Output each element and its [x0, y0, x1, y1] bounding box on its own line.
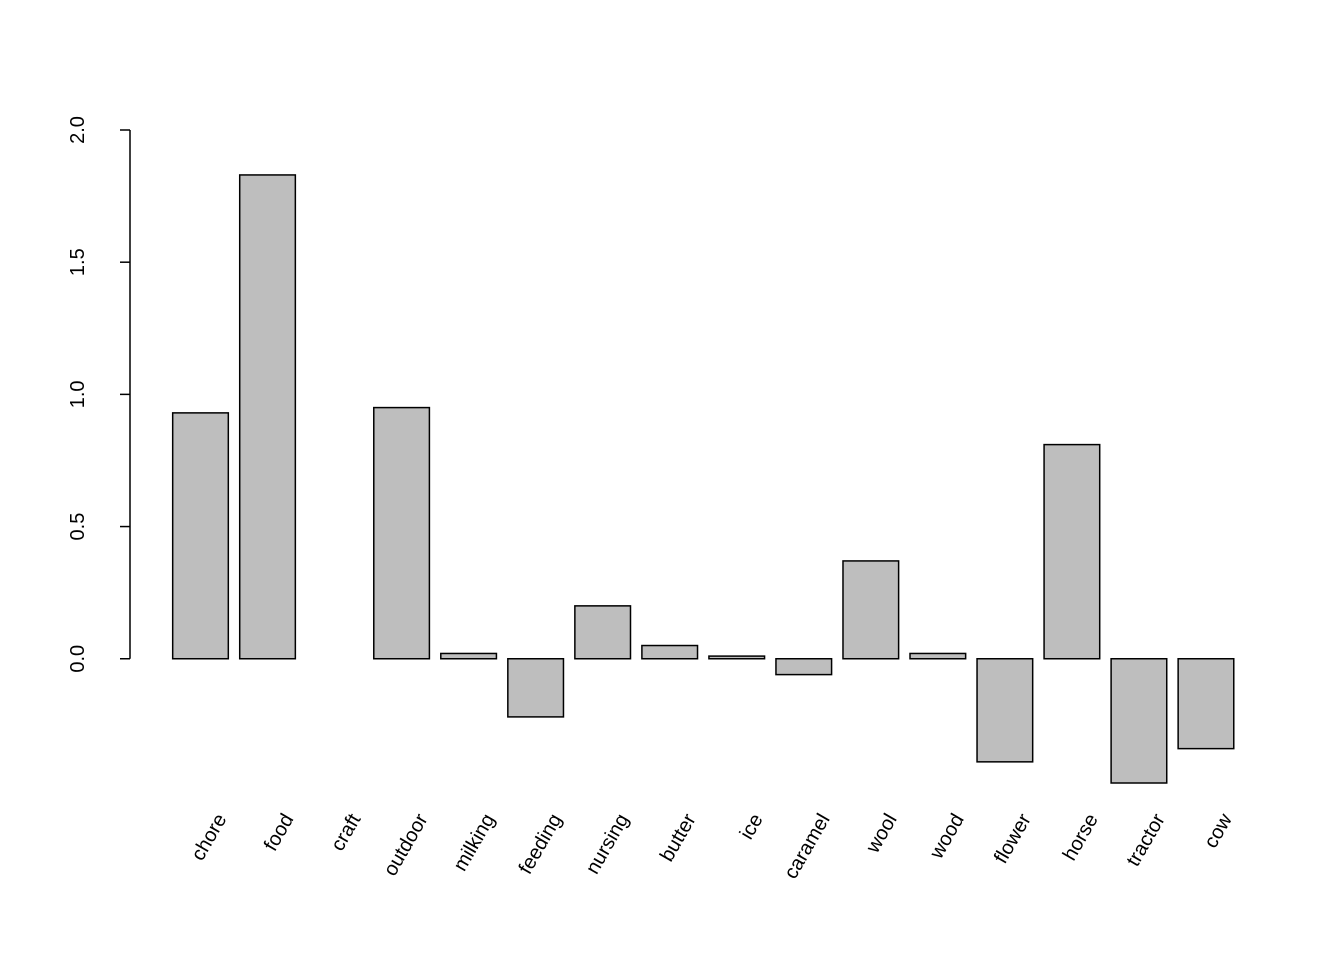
x-tick-label: chore — [187, 810, 231, 864]
x-tick-label: ice — [736, 810, 768, 843]
x-tick-label: outdoor — [380, 810, 433, 880]
bar — [507, 657, 565, 718]
x-tick-label: feeding — [515, 810, 567, 878]
x-tick-label: nursing — [582, 810, 634, 878]
x-tick-label: horse — [1059, 810, 1103, 864]
bar — [641, 644, 699, 660]
y-tick-label: 0.0 — [67, 645, 89, 673]
bar — [373, 406, 431, 660]
bar — [775, 657, 833, 676]
bar — [842, 560, 900, 660]
y-tick-label: 0.5 — [67, 513, 89, 541]
y-tick-label: 1.5 — [67, 248, 89, 276]
x-tick-label: flower — [990, 810, 1036, 867]
x-tick-label: tractor — [1122, 810, 1170, 870]
bar — [171, 412, 230, 660]
x-tick-label: caramel — [780, 810, 835, 883]
x-tick-label: food — [260, 810, 299, 855]
bar — [976, 657, 1034, 763]
x-tick-label: milking — [449, 810, 499, 875]
bar — [1043, 443, 1101, 660]
bar — [708, 655, 766, 660]
bar — [1110, 657, 1168, 784]
x-tick-label: wood — [925, 810, 968, 863]
x-tick-label: wool — [862, 810, 902, 857]
bar — [909, 652, 967, 660]
x-tick-label: butter — [656, 810, 701, 866]
y-tick-label: 2.0 — [67, 116, 89, 144]
bar — [440, 652, 498, 660]
x-tick-label: cow — [1200, 810, 1237, 852]
y-tick-label: 1.0 — [67, 380, 89, 408]
bar — [574, 605, 632, 660]
bar — [238, 174, 297, 660]
x-tick-label: craft — [327, 810, 366, 855]
bar — [1177, 657, 1235, 750]
